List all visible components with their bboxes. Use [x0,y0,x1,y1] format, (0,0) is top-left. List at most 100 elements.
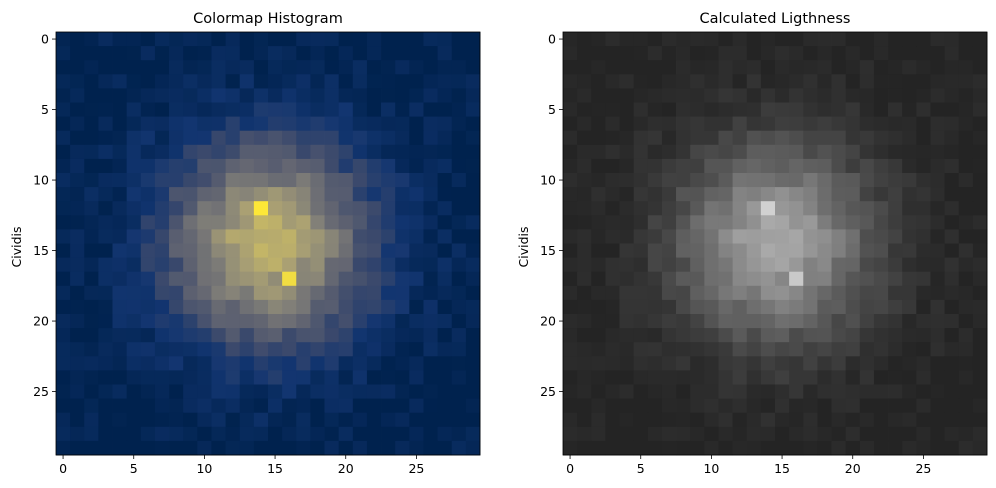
heatmap-cell [225,314,241,329]
heatmap-cell [888,158,903,174]
heatmap-cell [154,187,170,202]
heatmap-cell [888,342,903,357]
heatmap-cell [70,158,85,174]
heatmap-cell [619,74,635,89]
heatmap-cell [831,285,847,301]
heatmap-cell [704,102,719,117]
heatmap-cell [605,328,620,343]
heatmap-cell [70,46,85,61]
heatmap-cell [930,187,945,202]
heatmap-cell [98,32,113,47]
heatmap-cell [930,158,945,174]
heatmap-cell [690,243,705,258]
heatmap-cell [324,314,340,329]
heatmap-cell [197,116,212,132]
heatmap-cell [633,88,649,103]
heatmap-cell [197,342,212,357]
heatmap-cell [930,116,945,132]
heatmap-cell [718,102,733,117]
heatmap-cell [437,426,453,442]
heatmap-cell [437,271,453,287]
heatmap-cell [56,201,71,216]
heatmap-cell [183,243,198,258]
heatmap-cell [296,243,311,258]
heatmap-cell [958,370,974,385]
heatmap-cell [296,257,311,273]
heatmap-cell [775,370,790,385]
heatmap-cell [253,201,269,216]
heatmap-cell [310,46,325,61]
heatmap-cell [338,342,354,357]
heatmap-cell [633,370,649,385]
heatmap-cell [803,271,818,287]
heatmap-cell [746,187,762,202]
heatmap-cell [56,271,71,287]
heatmap-cell [225,46,241,61]
heatmap-cell [253,314,269,329]
heatmap-cell [619,384,635,399]
heatmap-cell [746,314,762,329]
heatmap-cell [338,271,354,287]
heatmap-cell [902,299,917,315]
heatmap-cell [647,356,663,371]
heatmap-cell [888,74,903,89]
heatmap-cell [958,426,974,442]
heatmap-cell [437,440,453,456]
heatmap-cell [676,314,691,329]
heatmap-cell [409,229,424,244]
heatmap-cell [661,32,677,47]
heatmap-cell [338,328,354,343]
heatmap-cell [619,243,635,258]
heatmap-cell [56,46,71,61]
heatmap-cell [465,158,481,174]
heatmap-cell [338,60,354,75]
heatmap-cell [465,299,481,315]
heatmap-cell [423,243,438,258]
heatmap-cell [704,60,719,75]
heatmap-cell [605,74,620,89]
heatmap-cell [437,102,453,117]
heatmap-cell [859,257,875,273]
x-tick-label: 0 [566,461,574,476]
heatmap-cell [211,285,226,301]
heatmap-cell [282,173,297,188]
heatmap-cell [916,60,931,75]
y-tick-label: 15 [33,243,49,258]
heatmap-cell [395,299,410,315]
heatmap-cell [789,271,804,287]
heatmap-cell [859,158,875,174]
heatmap-cell [296,314,311,329]
heatmap-cell [619,328,635,343]
heatmap-cell [718,215,733,230]
heatmap-cell [916,328,931,343]
heatmap-cell [197,88,212,103]
heatmap-cell [930,342,945,357]
heatmap-cell [423,342,438,357]
heatmap-cell [465,328,481,343]
heatmap-cell [84,243,99,258]
heatmap-cell [409,102,424,117]
heatmap-cell [423,158,438,174]
heatmap-cell [902,229,917,244]
heatmap-cell [140,314,156,329]
heatmap-cell [211,173,226,188]
heatmap-cell [310,88,325,103]
heatmap-cell [409,130,424,146]
heatmap-cell [789,412,804,428]
heatmap-cell [225,328,241,343]
heatmap-cell [126,328,142,343]
heatmap-cell [437,328,453,343]
heatmap-cell [591,440,606,456]
heatmap-cell [84,60,99,75]
heatmap-cell [352,384,368,399]
heatmap-cell [888,173,903,188]
heatmap-cell [437,384,453,399]
heatmap-cell [126,257,142,273]
heatmap-cell [817,370,832,385]
heatmap-cell [366,412,382,428]
heatmap-cell [718,88,733,103]
heatmap-cell [465,356,481,371]
heatmap-cell [633,116,649,132]
heatmap-cell [451,257,467,273]
heatmap-cell [366,271,382,287]
